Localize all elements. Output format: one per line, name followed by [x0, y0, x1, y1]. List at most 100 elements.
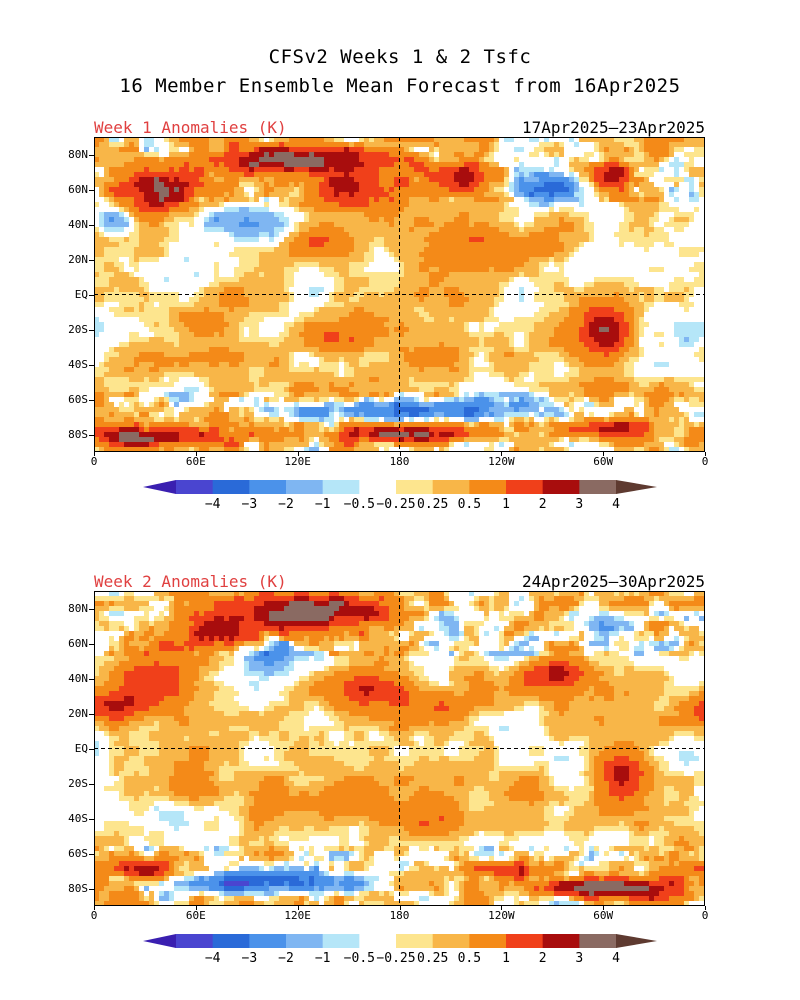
lat-tick [89, 294, 94, 296]
colorbar-swatch [396, 480, 434, 494]
colorbar-swatch [542, 934, 580, 948]
lat-tick [89, 678, 94, 680]
colorbar-swatch [359, 934, 397, 948]
colorbar-swatch [322, 934, 360, 948]
colorbar-label: −4 [205, 497, 221, 512]
week2-date-range: 24Apr2025—30Apr2025 [521, 572, 705, 591]
lat-label: 80N [68, 601, 88, 615]
colorbar-swatch [396, 934, 434, 948]
lon-label: 60W [593, 909, 614, 922]
colorbar-swatch [286, 480, 324, 494]
lat-tick [89, 748, 94, 750]
colorbar-swatch [469, 934, 507, 948]
colorbar-label: −1 [315, 951, 331, 966]
colorbar-arrow-high [616, 934, 657, 948]
colorbar-label: −0.5 [344, 497, 375, 512]
colorbar-label: 0.5 [458, 497, 481, 512]
colorbar-swatch [579, 480, 617, 494]
colorbar-label: −3 [242, 951, 258, 966]
lon-label: 180 [389, 909, 410, 922]
week2-panel-label: Week 2 Anomalies (K) [94, 572, 287, 591]
anomaly-field [95, 138, 704, 451]
colorbar-swatch [469, 480, 507, 494]
colorbar-label: −4 [205, 951, 221, 966]
lon-tick [195, 452, 197, 456]
lon-tick [705, 906, 706, 910]
colorbar-label: 1 [502, 497, 510, 512]
colorbar-label: −2 [278, 497, 294, 512]
lat-tick [89, 783, 94, 785]
lat-tick [89, 608, 94, 610]
colorbar-swatch [542, 480, 580, 494]
colorbar-label: −3 [242, 497, 258, 512]
lat-tick [89, 259, 94, 261]
lat-tick [89, 853, 94, 855]
colorbar-label: −1 [315, 497, 331, 512]
colorbar-swatch [432, 934, 470, 948]
colorbar-arrow-low [143, 480, 176, 494]
lat-tick [89, 224, 94, 226]
colorbar-swatch [359, 480, 397, 494]
colorbar-swatch [212, 934, 250, 948]
lon-tick [399, 452, 401, 456]
colorbar-label: 2 [539, 951, 547, 966]
lat-label: 40S [68, 811, 88, 825]
lat-label: 80S [68, 881, 88, 895]
colorbar-swatch [579, 934, 617, 948]
colorbar-swatch [432, 480, 470, 494]
lon-label: 120W [488, 909, 515, 922]
lon-tick [603, 452, 605, 456]
anomaly-field [95, 592, 704, 905]
lat-label: 60N [68, 636, 88, 650]
colorbar-swatch [212, 480, 250, 494]
lon-label: 180 [389, 455, 410, 468]
lat-tick [89, 818, 94, 820]
lat-tick [89, 713, 94, 715]
colorbar-label: −0.25 [376, 497, 415, 512]
week1-panel-label: Week 1 Anomalies (K) [94, 118, 287, 137]
lon-label: 0 [701, 909, 709, 922]
lat-label: 60N [68, 182, 88, 196]
lon-label: 0 [90, 909, 98, 922]
colorbar-swatch [506, 480, 544, 494]
lon-tick [501, 906, 503, 910]
colorbar-label: 3 [575, 951, 583, 966]
colorbar-arrow-low [143, 934, 176, 948]
colorbar-swatch [322, 480, 360, 494]
colorbar-label: 0.25 [417, 497, 448, 512]
week1-colorbar: −4 −3 −2 −1 −0.5 −0.25 0.25 0.5 1 2 3 4 [143, 480, 657, 512]
lon-tick [705, 452, 706, 456]
week1-anomaly-map [94, 137, 705, 452]
colorbar-label: 1 [502, 951, 510, 966]
colorbar-swatch [249, 480, 287, 494]
colorbar-swatch [176, 480, 214, 494]
lat-label: 20S [68, 776, 88, 790]
colorbar-label: 0.5 [458, 951, 481, 966]
lat-label: 20N [68, 252, 88, 266]
lon-tick [297, 906, 299, 910]
lon-label: 60E [185, 455, 206, 468]
colorbar-label: 2 [539, 497, 547, 512]
lat-label: EQ [74, 741, 88, 755]
lon-tick [297, 452, 299, 456]
lat-tick [89, 189, 94, 191]
colorbar-arrow-high [616, 480, 657, 494]
lat-tick [89, 399, 94, 401]
lon-label: 60W [593, 455, 614, 468]
colorbar-label: 3 [575, 497, 583, 512]
lon-tick [94, 452, 95, 456]
lon-tick [399, 906, 401, 910]
chart-title-line2: 16 Member Ensemble Mean Forecast from 16… [119, 75, 681, 97]
lon-label: 0 [90, 455, 98, 468]
colorbar-swatch [506, 934, 544, 948]
lon-tick [501, 452, 503, 456]
colorbar-label: −2 [278, 951, 294, 966]
lat-tick [89, 154, 94, 156]
lat-label: 40N [68, 671, 88, 685]
lat-label: EQ [74, 287, 88, 301]
colorbar-swatch [249, 934, 287, 948]
lat-tick [89, 434, 94, 436]
week2-anomaly-map [94, 591, 705, 906]
week1-date-range: 17Apr2025—23Apr2025 [521, 118, 705, 137]
chart-title-line1: CFSv2 Weeks 1 & 2 Tsfc [268, 46, 532, 68]
